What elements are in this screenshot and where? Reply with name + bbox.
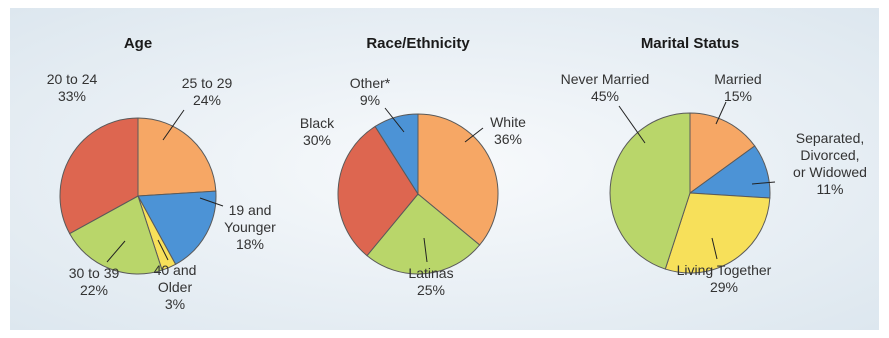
slice-label-separated-divorced-or-widowed: Separated, Divorced, or Widowed 11% [793,130,867,197]
leader-line-married [715,101,727,125]
slice-label-never-married: Never Married 45% [561,71,650,104]
leader-line-never-married [618,105,646,144]
chart-title: Marital Status [641,35,739,52]
slice-label-other: Other* 9% [350,75,391,108]
leader-line-30-to-39 [106,240,126,263]
leader-line-separated-divorced-or-widowed [751,181,776,185]
slice-label-married: Married 15% [714,71,761,104]
chart-title: Age [124,35,152,52]
slice-label-19-and-younger: 19 and Younger 18% [224,202,276,252]
pie-slice-married [689,112,756,194]
slice-label-40-and-older: 40 and Older 3% [154,262,197,312]
pie-slice-20-to-24 [59,117,139,235]
pie-slice-latinas [366,193,481,275]
leader-line-40-and-older [157,239,169,261]
leader-line-living-together [711,237,718,260]
slice-label-30-to-39: 30 to 39 22% [69,265,120,298]
pie-slice-25-to-29 [137,117,217,197]
leader-line-19-and-younger [199,197,224,207]
pie-slice-other [374,113,419,196]
pie-chart-marital-status: Marital Status Married 15% Separated, Divorc… [561,35,867,295]
pie-chart-race-ethnicity: Race/Ethnicity White 36% Latinas 25% Black 30%… [300,35,526,298]
leader-line-white [464,127,484,143]
slice-label-black: Black 30% [300,115,335,148]
pie-chart-age: Age 25 to 29 24% 19 and Younger 18% 40 and Olde… [47,35,276,312]
pie-slice-30-to-39 [68,195,163,275]
leader-line-latinas [423,237,428,263]
slice-label-white: White 36% [490,114,526,147]
pie-slice-never-married [609,112,691,270]
chart-title: Race/Ethnicity [366,35,470,52]
slice-label-25-to-29: 25 to 29 24% [182,75,233,108]
slice-label-latinas: Latinas 25% [408,265,453,298]
pie-slice-white [417,113,499,246]
slice-label-living-together: Living Together 29% [677,262,772,295]
slice-label-20-to-24: 20 to 24 33% [47,71,98,104]
leader-line-other [384,107,405,133]
pie-slice-black [337,125,419,257]
pie-slice-living-together [664,192,771,274]
leader-line-25-to-29 [162,109,185,141]
pie-slice-19-and-younger [137,190,217,266]
